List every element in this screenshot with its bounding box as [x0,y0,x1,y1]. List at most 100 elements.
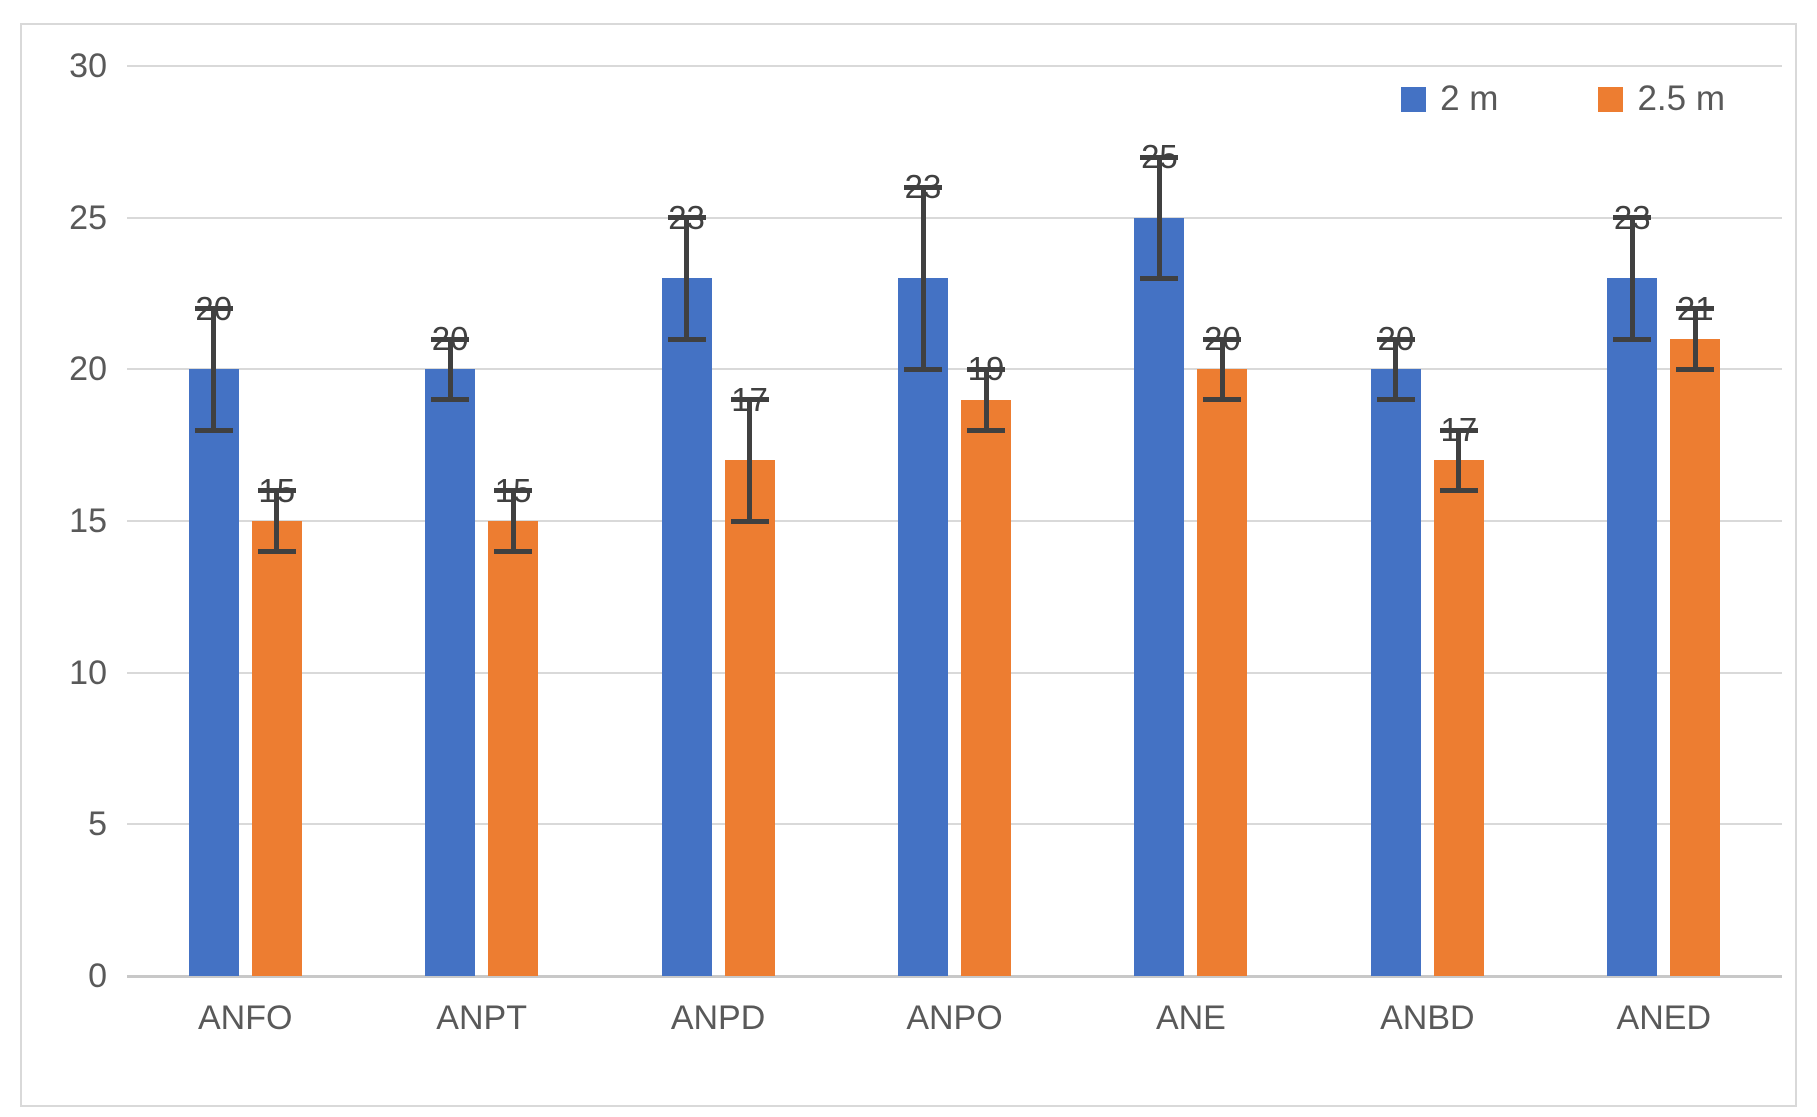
error-bar-anfo-2-m [211,308,217,430]
error-bar-aned-2-m [1629,217,1635,339]
gridline-y-10 [127,671,1782,674]
x-category-label-anpo: ANPO [906,999,1003,1037]
data-label-anfo-2-m: 20 [195,289,233,327]
y-tick-label-15: 15 [69,502,107,540]
error-cap-top-ane-2-m [1140,154,1179,160]
data-label-anbd-2-m: 20 [1377,320,1415,357]
error-bar-anbd-2-m [1393,339,1399,400]
error-cap-top-anpt-2-5-m [494,488,533,494]
x-category-label-ane: ANE [1155,999,1226,1037]
error-bar-anfo-2-5-m [274,490,280,552]
error-cap-bottom-anpd-2-m [667,336,706,342]
bar-ane-2-5-m [1197,369,1248,976]
bar-anpt-2-5-m [488,521,539,976]
bar-anpo-2-m [898,278,948,976]
bar-anbd-2-m [1370,369,1421,976]
data-label-aned-2-5-m: 21 [1676,289,1714,327]
chart-frame: 0 5 10 15 20 25 30 ANFO 20 15 ANPT 20 15 ANPD 23 17 ANPO… [20,23,1797,1107]
data-label-aned-2-m: 23 [1613,198,1651,236]
data-label-ane-2-m: 25 [1141,138,1178,175]
legend-label-2-5m: 2.5 m [1637,79,1725,118]
y-tick-label-0: 0 [88,957,107,995]
y-tick-label-30: 30 [69,47,107,85]
bar-anbd-2-5-m [1433,460,1484,976]
error-bar-anbd-2-5-m [1456,430,1462,491]
error-bar-ane-2-5-m [1219,339,1225,400]
error-bar-ane-2-m [1156,157,1162,279]
error-cap-bottom-anfo-2-5-m [257,548,296,554]
error-cap-top-aned-2-5-m [1676,306,1715,312]
x-category-label-aned: ANED [1616,999,1711,1037]
error-cap-top-ane-2-5-m [1203,336,1242,342]
bar-aned-2-m [1607,278,1658,976]
error-cap-bottom-anfo-2-m [194,427,233,433]
x-category-label-anbd: ANBD [1380,999,1475,1037]
legend-label-2m: 2 m [1440,79,1499,118]
gridline-y-15 [127,520,1782,522]
plot-area: 0 5 10 15 20 25 30 ANFO 20 15 ANPT 20 15 ANPD 23 17 ANPO… [69,47,1782,1037]
error-cap-bottom-ane-2-m [1140,275,1179,281]
error-bar-anpd-2-m [684,217,690,339]
gridline-y-5 [127,823,1782,826]
data-label-anpo-2-m: 23 [904,168,942,206]
gridline-y-25 [127,216,1782,219]
data-label-anpd-2-5-m: 17 [731,380,768,418]
error-cap-top-anpo-2-m [904,184,942,190]
error-cap-bottom-ane-2-5-m [1203,397,1242,403]
bar-anfo-2-m [188,369,239,976]
gridline-y-20 [127,368,1782,371]
error-cap-bottom-anpo-2-5-m [967,427,1005,433]
error-cap-bottom-anpt-2-m [431,397,470,403]
bar-aned-2-5-m [1670,339,1721,976]
error-bar-anpo-2-m [920,187,926,370]
y-tick-label-20: 20 [69,350,107,389]
error-cap-bottom-anbd-2-5-m [1439,488,1478,494]
bar-ane-2-m [1134,217,1185,976]
error-cap-top-anfo-2-m [194,306,233,312]
bar-anfo-2-5-m [251,521,302,976]
error-bar-aned-2-5-m [1692,308,1698,370]
x-axis-line [127,975,1782,978]
x-category-label-anpd: ANPD [670,999,766,1037]
legend-swatch-blue-icon [1401,86,1427,112]
error-cap-bottom-anpt-2-5-m [494,548,533,554]
gridline-y-30 [127,65,1782,67]
bar-anpd-2-m [661,278,712,976]
error-cap-bottom-anpd-2-5-m [730,518,769,524]
bar-anpd-2-5-m [724,460,775,976]
chart-legend: 2 m 2.5 m [1401,80,1725,118]
error-cap-bottom-anpo-2-m [904,366,942,372]
error-cap-top-anpd-2-5-m [730,397,769,403]
data-label-anpo-2-5-m: 19 [967,350,1005,388]
data-label-anbd-2-5-m: 17 [1440,411,1478,448]
data-label-anpt-2-m: 20 [431,320,469,357]
error-cap-bottom-aned-2-5-m [1676,366,1715,372]
error-cap-top-anpo-2-5-m [967,366,1005,372]
error-bar-anpt-2-m [447,339,453,400]
legend-item-2-5m: 2.5 m [1598,80,1725,118]
error-cap-top-aned-2-m [1613,215,1652,221]
error-cap-top-anbd-2-m [1376,336,1415,342]
data-label-ane-2-5-m: 20 [1204,320,1241,357]
error-bar-anpd-2-5-m [747,399,753,521]
x-category-label-anfo: ANFO [197,999,293,1037]
x-category-label-anpt: ANPT [436,999,527,1037]
error-cap-top-anpd-2-m [667,215,706,221]
y-tick-label-10: 10 [69,653,107,692]
error-cap-top-anfo-2-5-m [257,488,296,494]
error-bar-anpo-2-5-m [983,369,989,430]
data-label-anpt-2-5-m: 15 [494,471,532,509]
legend-item-2m: 2 m [1401,80,1498,118]
error-cap-bottom-anbd-2-m [1376,397,1415,403]
error-bar-anpt-2-5-m [510,490,516,552]
legend-swatch-orange-icon [1598,86,1624,112]
data-label-anpd-2-m: 23 [668,198,705,236]
bar-anpo-2-5-m [961,399,1011,976]
error-cap-top-anpt-2-m [431,336,470,342]
y-tick-label-5: 5 [88,805,107,844]
error-cap-bottom-aned-2-m [1613,336,1652,342]
bar-anpt-2-m [425,369,476,976]
data-label-anfo-2-5-m: 15 [258,471,296,509]
y-tick-label-25: 25 [69,198,107,237]
